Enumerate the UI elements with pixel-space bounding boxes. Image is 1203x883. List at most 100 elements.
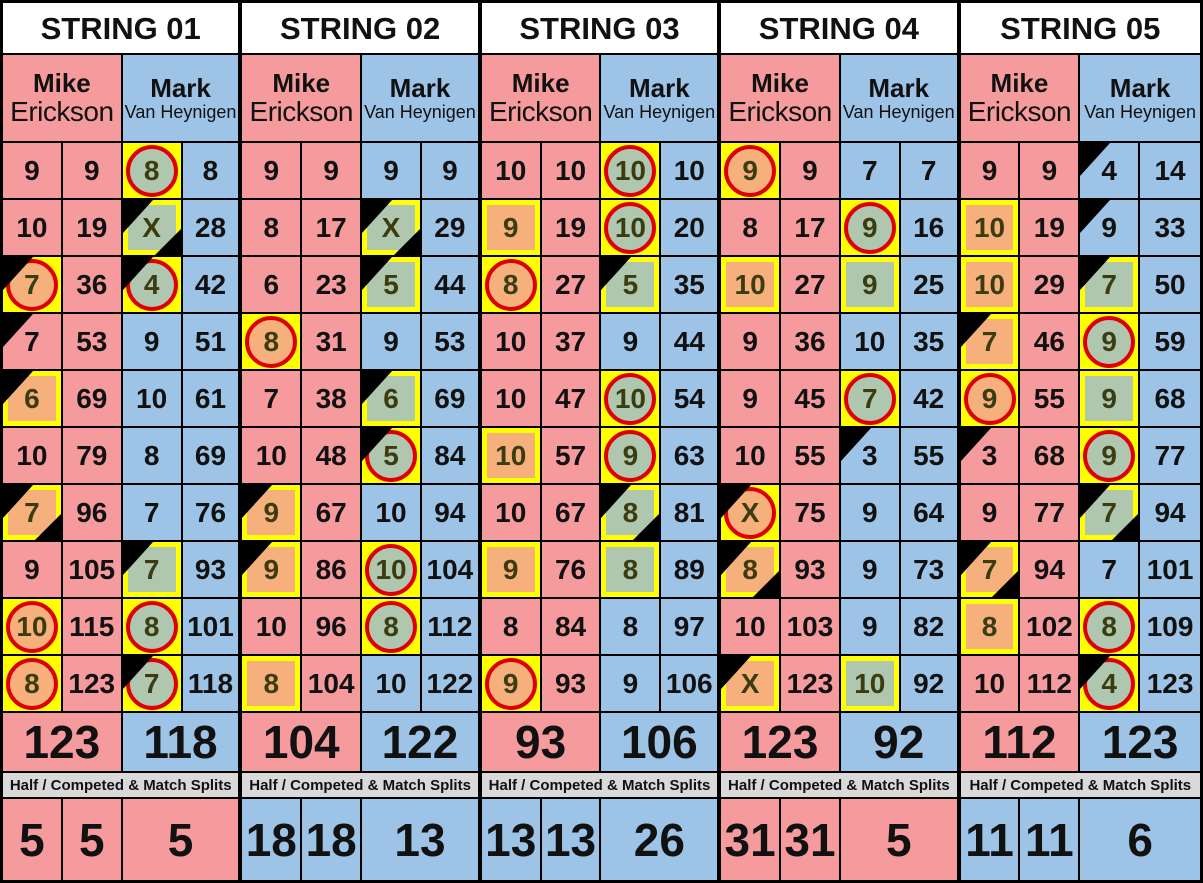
score-cell[interactable]: 7	[1080, 257, 1141, 314]
running-total-cell[interactable]: 93	[541, 656, 602, 713]
running-total-cell[interactable]: 96	[302, 599, 363, 656]
running-total-cell[interactable]: 104	[302, 656, 363, 713]
running-total-cell[interactable]: 84	[541, 599, 602, 656]
running-total-cell[interactable]: 50	[1140, 257, 1200, 314]
score-cell[interactable]: 10	[481, 428, 542, 485]
score-cell[interactable]: 7	[3, 485, 63, 542]
splits-value-cell[interactable]: 11	[1020, 799, 1081, 880]
running-total-cell[interactable]: 94	[1140, 485, 1200, 542]
running-total-cell[interactable]: 19	[62, 200, 123, 257]
score-cell[interactable]: 9	[840, 542, 901, 599]
running-total-cell[interactable]: 79	[62, 428, 123, 485]
running-total-cell[interactable]: 101	[182, 599, 243, 656]
running-total-cell[interactable]: 118	[182, 656, 243, 713]
splits-value-cell[interactable]: 13	[541, 799, 602, 880]
score-cell[interactable]: 10	[481, 143, 542, 200]
running-total-cell[interactable]: 29	[421, 200, 482, 257]
splits-value-cell[interactable]: 5	[62, 799, 123, 880]
string-total-cell[interactable]: 123	[1080, 713, 1200, 773]
score-cell[interactable]: 5	[362, 428, 422, 485]
running-total-cell[interactable]: 115	[62, 599, 123, 656]
running-total-cell[interactable]: 33	[1140, 200, 1200, 257]
string-total-cell[interactable]: 123	[721, 713, 841, 773]
running-total-cell[interactable]: 19	[1020, 200, 1081, 257]
score-cell[interactable]: 7	[1080, 542, 1141, 599]
running-total-cell[interactable]: 69	[182, 428, 243, 485]
score-cell[interactable]: 10	[601, 143, 662, 200]
running-total-cell[interactable]: 10	[661, 143, 722, 200]
running-total-cell[interactable]: 42	[900, 371, 961, 428]
score-cell[interactable]: 9	[601, 314, 662, 371]
running-total-cell[interactable]: 122	[421, 656, 482, 713]
score-cell[interactable]: 9	[362, 143, 422, 200]
score-cell[interactable]: 10	[840, 314, 901, 371]
running-total-cell[interactable]: 64	[900, 485, 961, 542]
score-cell[interactable]: 10	[960, 200, 1021, 257]
running-total-cell[interactable]: 9	[302, 143, 363, 200]
running-total-cell[interactable]: 45	[781, 371, 841, 428]
running-total-cell[interactable]: 48	[302, 428, 363, 485]
score-cell[interactable]: 9	[721, 314, 782, 371]
running-total-cell[interactable]: 59	[1140, 314, 1200, 371]
running-total-cell[interactable]: 31	[302, 314, 363, 371]
score-cell[interactable]: 10	[3, 200, 63, 257]
running-total-cell[interactable]: 42	[182, 257, 243, 314]
running-total-cell[interactable]: 63	[661, 428, 722, 485]
score-cell[interactable]: 8	[122, 143, 183, 200]
score-cell[interactable]: 10	[3, 599, 63, 656]
score-cell[interactable]: 9	[362, 314, 422, 371]
score-cell[interactable]: 7	[122, 485, 183, 542]
score-cell[interactable]: 8	[481, 599, 542, 656]
splits-value-cell[interactable]: 11	[960, 799, 1021, 880]
score-cell[interactable]: 10	[721, 257, 782, 314]
running-total-cell[interactable]: 36	[781, 314, 841, 371]
splits-value-cell[interactable]: 6	[1080, 799, 1200, 880]
score-cell[interactable]: 9	[242, 542, 303, 599]
score-cell[interactable]: 10	[362, 485, 422, 542]
score-cell[interactable]: 4	[1080, 143, 1141, 200]
running-total-cell[interactable]: 69	[62, 371, 123, 428]
running-total-cell[interactable]: 53	[62, 314, 123, 371]
running-total-cell[interactable]: 37	[541, 314, 602, 371]
string-total-cell[interactable]: 112	[960, 713, 1081, 773]
score-cell[interactable]: 9	[960, 485, 1021, 542]
splits-value-cell[interactable]: 5	[3, 799, 63, 880]
score-cell[interactable]: 8	[721, 200, 782, 257]
score-cell[interactable]: 9	[601, 428, 662, 485]
score-cell[interactable]: 8	[362, 599, 422, 656]
splits-value-cell[interactable]: 5	[840, 799, 961, 880]
splits-value-cell[interactable]: 5	[122, 799, 243, 880]
running-total-cell[interactable]: 55	[781, 428, 841, 485]
score-cell[interactable]: 10	[840, 656, 901, 713]
running-total-cell[interactable]: 61	[182, 371, 243, 428]
score-cell[interactable]: 8	[1080, 599, 1141, 656]
string-total-cell[interactable]: 118	[122, 713, 243, 773]
score-cell[interactable]: 9	[1080, 371, 1141, 428]
score-cell[interactable]: 8	[242, 656, 303, 713]
running-total-cell[interactable]: 53	[421, 314, 482, 371]
score-cell[interactable]: 9	[481, 200, 542, 257]
score-cell[interactable]: 7	[3, 314, 63, 371]
running-total-cell[interactable]: 69	[421, 371, 482, 428]
score-cell[interactable]: 9	[1080, 428, 1141, 485]
splits-value-cell[interactable]: 13	[481, 799, 542, 880]
score-cell[interactable]: 5	[601, 257, 662, 314]
running-total-cell[interactable]: 17	[781, 200, 841, 257]
running-total-cell[interactable]: 84	[421, 428, 482, 485]
running-total-cell[interactable]: 123	[1140, 656, 1200, 713]
running-total-cell[interactable]: 46	[1020, 314, 1081, 371]
score-cell[interactable]: 7	[122, 656, 183, 713]
running-total-cell[interactable]: 27	[541, 257, 602, 314]
score-cell[interactable]: 7	[3, 257, 63, 314]
splits-value-cell[interactable]: 31	[721, 799, 782, 880]
string-total-cell[interactable]: 122	[362, 713, 482, 773]
score-cell[interactable]: 10	[122, 371, 183, 428]
score-cell[interactable]: X	[122, 200, 183, 257]
running-total-cell[interactable]: 44	[421, 257, 482, 314]
running-total-cell[interactable]: 35	[661, 257, 722, 314]
running-total-cell[interactable]: 77	[1140, 428, 1200, 485]
score-cell[interactable]: 9	[242, 143, 303, 200]
running-total-cell[interactable]: 76	[541, 542, 602, 599]
running-total-cell[interactable]: 76	[182, 485, 243, 542]
score-cell[interactable]: 10	[3, 428, 63, 485]
